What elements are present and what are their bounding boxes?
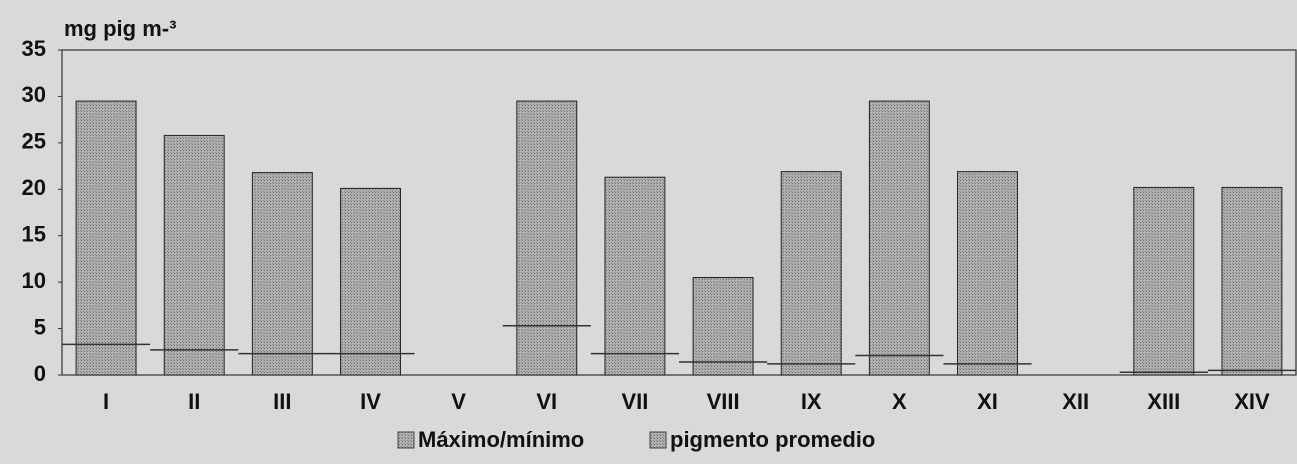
x-tick-label: IV (360, 389, 381, 414)
y-tick-label: 25 (22, 129, 46, 154)
x-tick-label: X (892, 389, 907, 414)
y-tick-label: 30 (22, 82, 46, 107)
legend-swatch (649, 431, 667, 449)
bar (163, 134, 225, 376)
bar (516, 100, 578, 376)
y-tick-label: 5 (34, 314, 46, 339)
x-tick-label: III (273, 389, 291, 414)
y-tick-label: 35 (22, 36, 46, 61)
unit-label: mg pig m-³ (64, 16, 176, 41)
bar (604, 176, 666, 376)
x-tick-label: XII (1062, 389, 1089, 414)
x-tick-label: XIII (1147, 389, 1180, 414)
x-tick-label: II (188, 389, 200, 414)
x-tick-label: VI (536, 389, 557, 414)
y-tick-label: 15 (22, 222, 46, 247)
plot-frame (61, 49, 1297, 376)
x-tick-label: VII (621, 389, 648, 414)
y-tick-label: 20 (22, 175, 46, 200)
bar (868, 100, 930, 376)
x-tick-label: XI (977, 389, 998, 414)
bar (251, 172, 313, 376)
bar (1221, 186, 1283, 376)
bar (75, 100, 137, 376)
bar (957, 171, 1018, 376)
bar (692, 277, 754, 376)
x-tick-label: VIII (707, 389, 740, 414)
bar (1133, 186, 1195, 376)
bar (340, 187, 401, 376)
y-tick-label: 0 (34, 361, 46, 386)
x-tick-label: XIV (1234, 389, 1270, 414)
x-tick-label: I (103, 389, 109, 414)
legend-label: Máximo/mínimo (418, 427, 584, 452)
x-tick-label: V (451, 389, 466, 414)
x-tick-label: IX (801, 389, 822, 414)
bar (780, 171, 842, 376)
legend-swatch (397, 431, 415, 449)
y-tick-label: 10 (22, 268, 46, 293)
legend-label: pigmento promedio (670, 427, 875, 452)
